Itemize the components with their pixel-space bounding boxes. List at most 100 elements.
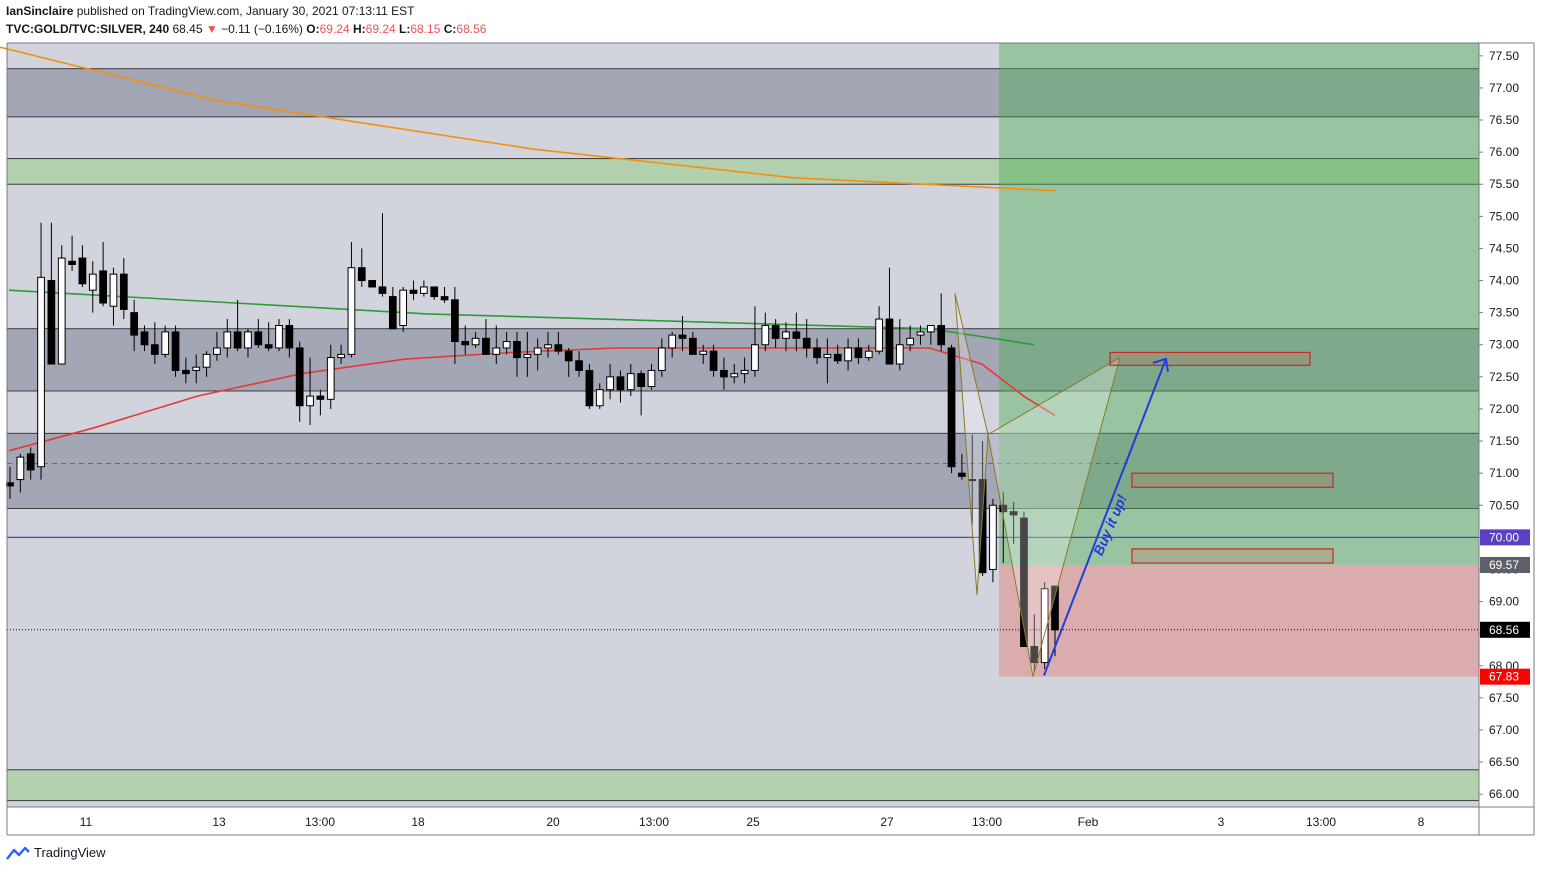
candle-body [78,257,87,285]
open-label: O: [306,22,320,36]
close-label: C: [443,22,457,36]
high-label: H: [353,22,366,36]
candle-body [823,353,832,359]
candle-body [244,331,252,349]
y-tick-label: 66.50 [1489,755,1519,769]
candle-body [926,324,935,333]
candle-body [1020,517,1028,647]
open-value: 69.24 [319,22,350,36]
candle-body [678,334,687,339]
candle-body [844,347,852,362]
candle-body [37,276,45,468]
y-tick-label: 67.50 [1489,691,1519,705]
candle-body [88,273,97,291]
price-tag-3 [1480,668,1530,685]
candle-body [430,286,439,298]
candle-body [782,331,790,339]
y-tick-label: 73.00 [1489,338,1519,352]
candle-body [275,324,283,349]
candle-body [368,280,376,288]
candle-body [585,369,594,407]
candle-body [140,331,149,346]
y-tick-label: 77.00 [1489,81,1519,95]
candle-body [864,350,873,359]
candle-body [564,350,573,362]
target-rect-2 [1131,548,1334,564]
candle-body [513,341,521,359]
price-tag-label: 67.83 [1489,670,1519,684]
y-tick-label: 76.00 [1489,145,1519,159]
y-tick-label: 71.00 [1489,466,1519,480]
candle-body [916,331,925,336]
candle-body [999,504,1008,513]
price-tag-label: 68.56 [1489,623,1519,637]
price-tag-2 [1480,621,1530,638]
candle-body [492,347,501,355]
zone-0 [6,68,1480,118]
x-tick-label: 8 [1418,815,1425,829]
candle-body [16,456,25,481]
low-value: 68.15 [410,22,441,36]
candle-body [637,373,646,387]
x-tick-label: 3 [1218,815,1225,829]
position-target-zone [999,43,1479,565]
candle-body [409,289,418,294]
candle-body [119,273,128,310]
candle-body [533,347,542,355]
candle-body [595,389,604,407]
candle-body [751,344,759,371]
candle-body [399,289,408,326]
target-rect-0 [1109,351,1311,366]
pattern-triangle-xab [954,293,989,596]
candle-body [388,296,397,330]
tradingview-logo-icon [6,846,30,860]
zone-2 [6,328,1480,392]
buy-arrow-head-icon [1152,357,1169,373]
candle-body [523,353,532,359]
pattern-triangle-bcd [987,356,1121,677]
candle-body [792,331,801,339]
low-label: L: [399,22,411,36]
x-tick-label: Feb [1078,815,1099,829]
author-name[interactable]: IanSinclaire [6,4,74,18]
candle-body [730,373,739,378]
candle-body [326,357,335,400]
candle-body [482,337,490,355]
candle-body [451,299,459,343]
candle-body [1009,511,1018,516]
x-tick-label: 13:00 [1306,815,1336,829]
candle-body [171,331,180,371]
price-tag-label: 70.00 [1489,530,1519,544]
y-tick-label: 75.00 [1489,209,1519,223]
tradingview-brand[interactable]: TradingView [6,845,106,860]
candle-body [440,296,449,301]
candle-body [223,331,232,349]
zone-4 [6,769,1480,802]
y-tick-label: 76.50 [1489,113,1519,127]
price-tag-1 [1480,556,1530,573]
candle-body [761,324,770,346]
candle-body [958,472,966,477]
y-tick-label: 71.50 [1489,434,1519,448]
y-tick-label: 72.50 [1489,370,1519,384]
y-tick-label: 72.00 [1489,402,1519,416]
candle-body [130,312,139,336]
candle-body [295,347,304,407]
close-value: 68.56 [456,22,487,36]
candle-body [1040,588,1049,664]
candle-body [854,347,863,359]
candle-body [720,369,728,378]
candle-body [833,353,842,362]
candle-body [347,267,356,355]
y-tick-label: 66.00 [1489,787,1519,801]
publish-info: IanSinclaire published on TradingView.co… [6,4,415,18]
x-tick-label: 13 [212,815,226,829]
change-arrow-icon: ▼ [205,22,218,36]
candle-body [461,341,470,346]
candle-body [502,341,511,349]
high-value: 69.24 [365,22,396,36]
candle-body [895,344,904,365]
moving-average-2 [0,46,1056,192]
candle-body [68,260,76,265]
